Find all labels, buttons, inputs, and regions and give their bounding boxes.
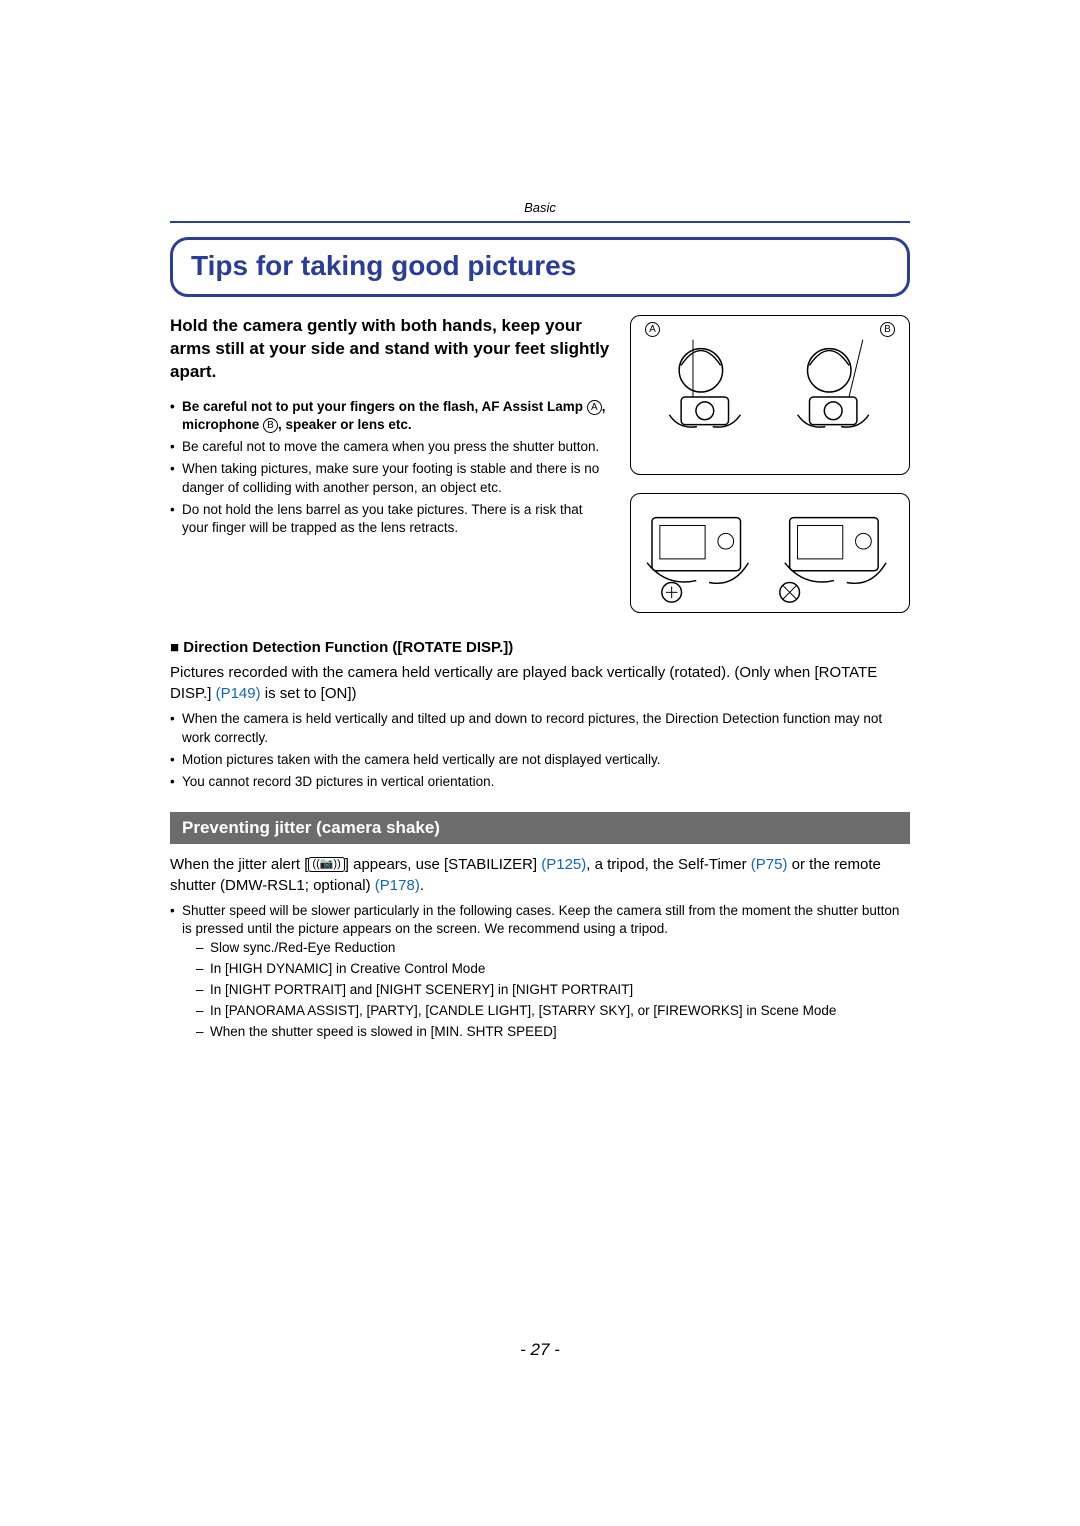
manual-page: Basic Tips for taking good pictures Hold… (170, 200, 910, 1062)
title-box: Tips for taking good pictures (170, 237, 910, 297)
jitter-paragraph: When the jitter alert [((📷))] appears, u… (170, 854, 910, 896)
intro-text-column: Hold the camera gently with both hands, … (170, 315, 610, 613)
grip-back-illustration-icon (631, 494, 909, 612)
label-b-icon: B (263, 418, 278, 433)
tips-list-item: When taking pictures, make sure your foo… (170, 460, 610, 496)
tips-list-item: Do not hold the lens barrel as you take … (170, 501, 610, 537)
illustration-back-grip (630, 493, 910, 613)
list-item: When the camera is held vertically and t… (170, 710, 910, 748)
list-item: In [PANORAMA ASSIST], [PARTY], [CANDLE L… (196, 1002, 910, 1021)
label-a-icon: A (587, 400, 602, 415)
illustration-column: A B (630, 315, 910, 613)
direction-detection-section: Direction Detection Function ([ROTATE DI… (170, 639, 910, 792)
page-ref-link[interactable]: (P125) (541, 856, 586, 873)
direction-paragraph: Pictures recorded with the camera held v… (170, 662, 910, 704)
list-item: When the shutter speed is slowed in [MIN… (196, 1023, 910, 1042)
callout-b-icon: B (880, 322, 895, 337)
page-title: Tips for taking good pictures (191, 250, 889, 282)
direction-notes-list: When the camera is held vertically and t… (170, 710, 910, 792)
jitter-cases-list: Slow sync./Red-Eye Reduction In [HIGH DY… (182, 939, 910, 1041)
lead-paragraph: Hold the camera gently with both hands, … (170, 315, 610, 384)
page-ref-link[interactable]: (P75) (751, 856, 788, 873)
callout-a-icon: A (645, 322, 660, 337)
intro-row: Hold the camera gently with both hands, … (170, 315, 910, 613)
tips-list-item: Be careful not to move the camera when y… (170, 438, 610, 456)
tips-list: Be careful not to put your fingers on th… (170, 398, 610, 538)
list-item: Slow sync./Red-Eye Reduction (196, 939, 910, 958)
page-ref-link[interactable]: (P149) (216, 685, 261, 702)
list-item: Shutter speed will be slower particularl… (170, 902, 910, 1042)
tips-list-item: Be careful not to put your fingers on th… (170, 398, 610, 434)
list-item: You cannot record 3D pictures in vertica… (170, 773, 910, 792)
list-item: In [HIGH DYNAMIC] in Creative Control Mo… (196, 960, 910, 979)
header-rule (170, 221, 910, 223)
list-item: In [NIGHT PORTRAIT] and [NIGHT SCENERY] … (196, 981, 910, 1000)
jitter-notes-list: Shutter speed will be slower particularl… (170, 902, 910, 1042)
page-number: - 27 - (170, 1340, 910, 1360)
list-item: Motion pictures taken with the camera he… (170, 751, 910, 770)
illustration-front-grip: A B (630, 315, 910, 475)
jitter-subheading-band: Preventing jitter (camera shake) (170, 812, 910, 844)
page-ref-link[interactable]: (P178) (375, 877, 420, 894)
jitter-alert-icon: ((📷)) (308, 857, 344, 872)
direction-heading: Direction Detection Function ([ROTATE DI… (170, 639, 910, 656)
section-header-label: Basic (170, 200, 910, 215)
grip-front-illustration-icon (631, 316, 909, 474)
